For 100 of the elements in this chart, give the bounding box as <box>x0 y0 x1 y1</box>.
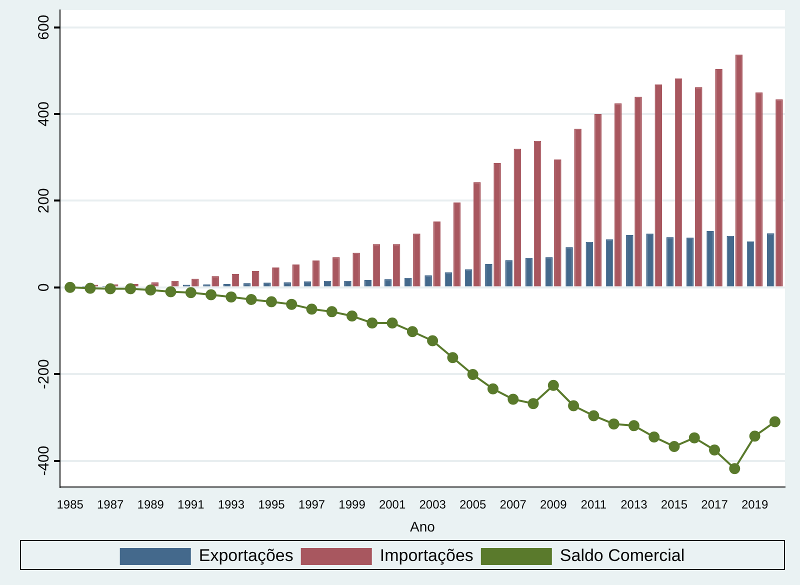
bar <box>706 231 714 286</box>
point <box>306 304 318 315</box>
bar <box>674 78 682 286</box>
point <box>749 430 760 442</box>
x-tick-label: 2003 <box>419 497 446 512</box>
point <box>165 286 176 298</box>
point <box>548 380 559 391</box>
bar <box>292 264 300 286</box>
bar <box>594 114 602 286</box>
bar <box>726 236 734 286</box>
point <box>508 394 519 405</box>
point <box>185 287 196 298</box>
bar <box>554 160 562 286</box>
point <box>326 306 338 318</box>
bar <box>666 237 674 286</box>
point <box>688 432 700 444</box>
y-tick-label: 600 <box>36 14 53 40</box>
point <box>286 298 298 310</box>
bar <box>634 96 642 286</box>
bar <box>695 87 702 286</box>
y-tick-label: -200 <box>36 359 53 390</box>
bar <box>312 260 320 286</box>
x-tick-label: 1995 <box>258 497 286 512</box>
bar <box>413 234 420 286</box>
bar <box>586 242 594 286</box>
point <box>226 291 237 302</box>
point <box>84 282 96 294</box>
point <box>406 326 418 338</box>
bar <box>232 274 240 286</box>
bar <box>654 84 662 286</box>
x-tick-label: 2005 <box>459 497 487 512</box>
bar <box>264 282 271 286</box>
bar <box>272 267 280 286</box>
bar <box>514 148 522 286</box>
bar <box>534 140 542 286</box>
bar <box>372 244 380 286</box>
bar <box>606 239 614 286</box>
point <box>427 335 438 346</box>
x-tick-label: 1987 <box>96 497 124 512</box>
x-tick-label: 2013 <box>620 497 648 512</box>
y-tick-label: -400 <box>36 446 53 476</box>
legend-label: Saldo Comercial <box>560 546 685 566</box>
point <box>729 463 740 474</box>
x-tick-label: 1997 <box>298 497 326 512</box>
x-tick-label: 1991 <box>178 497 205 512</box>
y-tick-label: 0 <box>36 283 53 292</box>
point <box>124 283 136 294</box>
point <box>769 416 780 428</box>
bar <box>566 247 573 286</box>
point <box>568 400 580 412</box>
point <box>266 296 277 308</box>
x-tick-label: 2007 <box>500 497 527 512</box>
legend-label: Exportações <box>198 546 294 566</box>
point <box>386 317 398 328</box>
bar <box>776 99 783 286</box>
bar <box>392 244 400 286</box>
x-axis-title: Ano <box>410 518 436 534</box>
bar <box>433 222 440 286</box>
point <box>206 289 217 300</box>
bar <box>735 54 743 286</box>
point <box>487 383 498 394</box>
x-tick-label: 1993 <box>218 497 245 512</box>
bar <box>715 68 722 286</box>
bar <box>525 258 533 286</box>
bar <box>626 234 634 286</box>
x-tick-label: 1985 <box>56 497 84 512</box>
bar <box>505 260 512 286</box>
x-tick-label: 2011 <box>580 497 607 512</box>
bar <box>646 234 654 286</box>
bar <box>746 241 754 286</box>
legend-label: Importações <box>380 546 474 566</box>
point <box>628 420 640 432</box>
bar <box>574 128 582 286</box>
point <box>104 283 116 294</box>
bar <box>284 282 291 286</box>
x-tick-label: 1989 <box>137 497 164 512</box>
bar <box>755 92 763 286</box>
point <box>608 418 620 430</box>
point <box>668 440 680 452</box>
bar <box>332 257 340 286</box>
y-tick-label: 400 <box>36 102 53 127</box>
bar <box>352 252 360 286</box>
bar <box>485 264 492 286</box>
point <box>366 317 378 328</box>
point <box>346 310 358 322</box>
bar <box>614 103 622 286</box>
bar <box>473 182 481 286</box>
bar <box>494 163 501 286</box>
point <box>467 369 478 380</box>
point <box>648 431 660 442</box>
x-tick-label: 2019 <box>741 497 768 512</box>
bar <box>444 272 452 286</box>
bar <box>686 238 694 286</box>
bar <box>252 270 260 286</box>
point <box>145 284 156 296</box>
point <box>528 398 539 410</box>
point <box>246 294 257 306</box>
x-tick-label: 1999 <box>338 497 366 512</box>
x-tick-label: 2009 <box>540 497 568 512</box>
bar <box>767 233 774 286</box>
